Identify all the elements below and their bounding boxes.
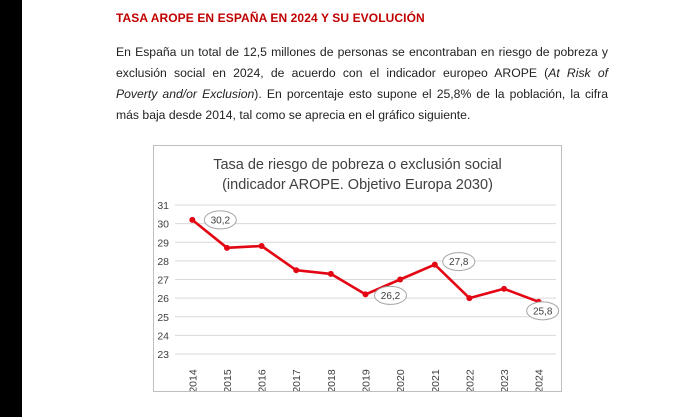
data-point-2019	[362, 291, 369, 298]
data-label-2014: 30,2	[211, 215, 231, 226]
italic-term-1: At Risk of	[548, 66, 608, 80]
data-point-2020	[397, 276, 404, 283]
data-label-bubble-2021	[442, 252, 476, 272]
x-tick-label-2014: 2014	[187, 369, 199, 391]
y-tick-label-30: 30	[157, 219, 169, 231]
arope-line-chart: Tasa de riesgo de pobreza o exclusión so…	[153, 145, 562, 392]
x-tick-label-2020: 2020	[395, 369, 407, 391]
x-tick-label-2023: 2023	[499, 369, 511, 391]
data-point-2015	[223, 244, 230, 251]
data-label-bubble-2024	[526, 301, 560, 321]
y-tick-label-31: 31	[157, 200, 169, 212]
data-label-bubble-2019	[374, 285, 407, 305]
data-point-2014	[189, 216, 196, 223]
x-tick-label-2021: 2021	[430, 369, 442, 391]
y-tick-label-25: 25	[157, 312, 169, 324]
chart-title: Tasa de riesgo de pobreza o exclusión so…	[154, 155, 561, 195]
y-tick-label-27: 27	[157, 275, 169, 287]
y-tick-label-29: 29	[157, 237, 169, 249]
x-tick-label-2022: 2022	[464, 369, 476, 391]
paragraph-line-3: Poverty and/or Exclusion). En porcentaje…	[116, 84, 608, 105]
data-point-2016	[258, 242, 265, 249]
y-tick-label-26: 26	[157, 293, 169, 305]
chart-plot-area: 23 24 25 26 27 28 29 30 31 2014 2015 2016 2017 2018 20…	[157, 200, 560, 391]
paragraph-line-4: más baja desde 2014, tal como se aprecia…	[116, 108, 471, 122]
paragraph-line-1: En España un total de 12,5 millones de p…	[116, 45, 608, 59]
paragraph-line-3-text: ). En porcentaje esto supone el 25,8% de…	[254, 87, 608, 101]
chart-title-line-1: Tasa de riesgo de pobreza o exclusión so…	[213, 157, 502, 173]
data-label-2019: 26,2	[381, 291, 401, 302]
data-label-bubble-2014	[203, 210, 237, 230]
y-tick-label-24: 24	[157, 330, 169, 342]
data-label-2021: 27,8	[449, 257, 469, 268]
x-tick-label-2018: 2018	[326, 369, 338, 391]
data-point-2023	[501, 285, 508, 292]
data-point-2017	[293, 267, 300, 274]
x-tick-label-2017: 2017	[291, 369, 303, 391]
data-point-2022	[466, 295, 473, 302]
body-paragraph: En España un total de 12,5 millones de p…	[116, 42, 608, 126]
chart-title-line-2: (indicador AROPE. Objetivo Europa 2030)	[222, 177, 493, 193]
section-heading: TASA AROPE EN ESPAÑA EN 2024 Y SU EVOLUC…	[116, 11, 425, 25]
window-edge	[0, 0, 22, 417]
y-tick-label-23: 23	[157, 349, 169, 361]
y-tick-label-28: 28	[157, 256, 169, 268]
data-point-2018	[327, 270, 334, 277]
x-tick-label-2019: 2019	[361, 369, 373, 391]
data-label-2024: 25,8	[533, 306, 553, 317]
paragraph-line-2-text: exclusión social en 2024, de acuerdo con…	[116, 66, 549, 80]
data-point-2021	[431, 261, 438, 268]
paragraph-line-2: exclusión social en 2024, de acuerdo con…	[116, 63, 608, 84]
italic-term-2: Poverty and/or Exclusion	[116, 87, 255, 101]
x-tick-label-2024: 2024	[534, 369, 546, 391]
x-tick-label-2016: 2016	[257, 369, 269, 391]
x-tick-label-2015: 2015	[222, 369, 234, 391]
